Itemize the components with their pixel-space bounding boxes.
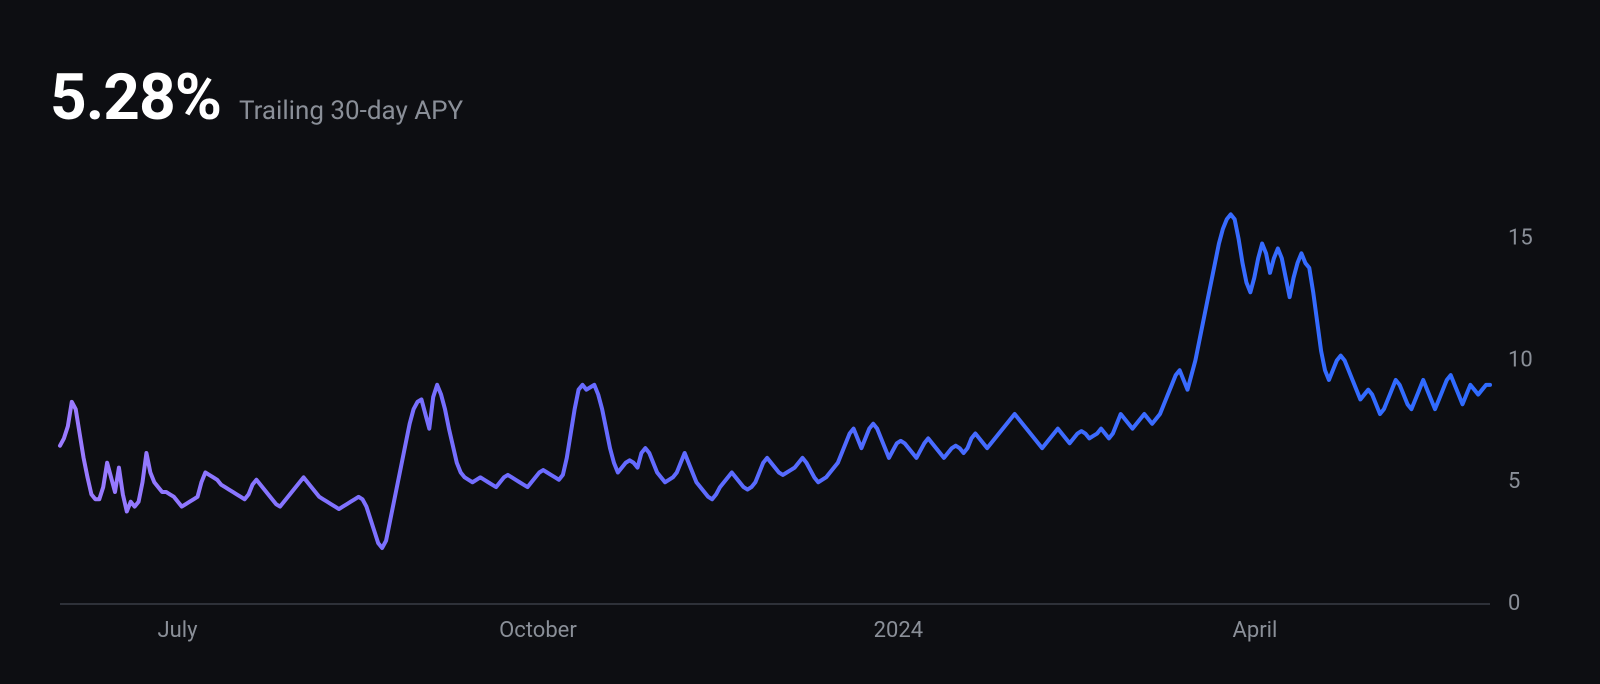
y-tick-label: 0 [1508, 591, 1520, 616]
apy-value: 5.28% [50, 60, 221, 135]
apy-subtitle: Trailing 30-day APY [239, 96, 463, 126]
chart-header: 5.28% Trailing 30-day APY [50, 60, 1550, 135]
x-tick-label: July [158, 618, 199, 643]
x-tick-label: April [1233, 618, 1278, 643]
apy-series-line [60, 214, 1490, 548]
x-tick-label: October [499, 618, 577, 643]
chart-area: 0 5 10 15 July October 2024 April [50, 180, 1550, 654]
y-tick-label: 5 [1508, 469, 1520, 494]
x-tick-label: 2024 [874, 618, 923, 643]
y-tick-label: 15 [1508, 226, 1533, 251]
apy-line-chart: 0 5 10 15 July October 2024 April [50, 180, 1550, 654]
y-tick-label: 10 [1508, 347, 1533, 372]
chart-container: 5.28% Trailing 30-day APY 0 5 10 15 July Octo… [0, 0, 1600, 684]
